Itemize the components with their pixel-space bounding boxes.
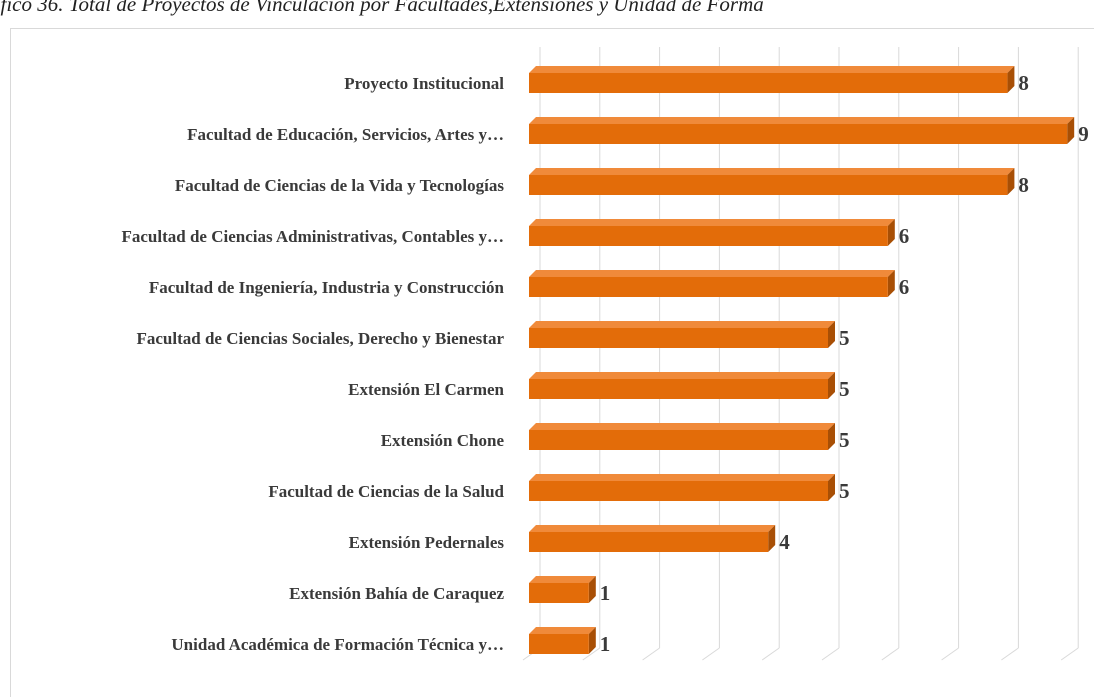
bar-side (1067, 117, 1075, 144)
bar-side (828, 423, 835, 450)
chart-caption: áfico 36. Total de Proyectos de Vinculac… (0, 0, 764, 16)
category-label: Extensión Pedernales (349, 533, 505, 552)
bar (529, 634, 589, 654)
category-label: Facultad de Educación, Servicios, Artes … (187, 125, 504, 144)
data-label: 5 (839, 377, 850, 401)
category-labels: Proyecto Institucional Facultad de Educac… (121, 74, 504, 654)
gridline-floor (941, 647, 959, 661)
gridline-floor (881, 647, 900, 661)
category-label: Unidad Académica de Formación Técnica y… (171, 635, 504, 654)
bar-top (529, 576, 596, 583)
bar-top (529, 423, 835, 430)
data-label: 5 (839, 428, 850, 452)
gridline-floor (761, 647, 780, 661)
category-label: Facultad de Ingeniería, Industria y Cons… (149, 278, 505, 297)
bar-side (887, 270, 895, 297)
bar-side (1007, 66, 1015, 93)
bar (529, 277, 888, 297)
bar-side (887, 219, 895, 246)
bar-top (529, 117, 1075, 124)
bar (529, 430, 828, 450)
gridline-floor (1060, 647, 1079, 661)
bar-top (529, 66, 1015, 73)
bar-side (828, 321, 835, 348)
bar-top (529, 168, 1015, 175)
bar (529, 583, 589, 603)
bar (529, 175, 1008, 195)
bar (529, 328, 828, 348)
data-label: 6 (899, 224, 910, 248)
bars (529, 66, 1075, 654)
category-label: Extensión Bahía de Caraquez (289, 584, 504, 603)
category-label: Facultad de Ciencias de la Vida y Tecnol… (175, 176, 505, 195)
data-label: 8 (1018, 173, 1029, 197)
bar-side (1007, 168, 1015, 195)
data-label: 8 (1018, 71, 1029, 95)
gridline-floor (702, 647, 720, 661)
gridline-floor (1001, 647, 1019, 661)
data-label: 1 (600, 581, 611, 605)
bar (529, 481, 828, 501)
bar-top (529, 219, 895, 226)
bar (529, 124, 1068, 144)
bar-side (588, 627, 596, 654)
bar-top (529, 270, 895, 277)
data-label: 5 (839, 479, 850, 503)
bar-side (588, 576, 596, 603)
bar (529, 226, 888, 246)
bar (529, 379, 828, 399)
category-label: Extensión Chone (381, 431, 505, 450)
bar-top (529, 474, 835, 481)
data-label: 9 (1078, 122, 1089, 146)
category-label: Facultad de Ciencias de la Salud (268, 482, 504, 501)
bar (529, 532, 769, 552)
data-label: 6 (899, 275, 910, 299)
data-label: 5 (839, 326, 850, 350)
bar-top (529, 372, 835, 379)
bar-top (529, 627, 596, 634)
data-label: 1 (600, 632, 611, 656)
bar-side (828, 372, 835, 399)
category-label: Extensión El Carmen (348, 380, 504, 399)
gridline-floor (582, 647, 601, 661)
bar-side (768, 525, 776, 552)
gridline-floor (642, 647, 660, 661)
bar-side (828, 474, 835, 501)
category-label: Facultad de Ciencias Administrativas, Co… (121, 227, 504, 246)
bar-top (529, 321, 835, 328)
category-label: Facultad de Ciencias Sociales, Derecho y… (136, 329, 504, 348)
category-label: Proyecto Institucional (344, 74, 504, 93)
bar (529, 73, 1008, 93)
data-label: 4 (779, 530, 790, 554)
bar-top (529, 525, 776, 532)
value-labels: 8 9 8 6 6 5 5 5 5 4 1 1 (600, 71, 1089, 656)
gridline-floor (821, 647, 840, 661)
chart-frame (10, 28, 1094, 697)
